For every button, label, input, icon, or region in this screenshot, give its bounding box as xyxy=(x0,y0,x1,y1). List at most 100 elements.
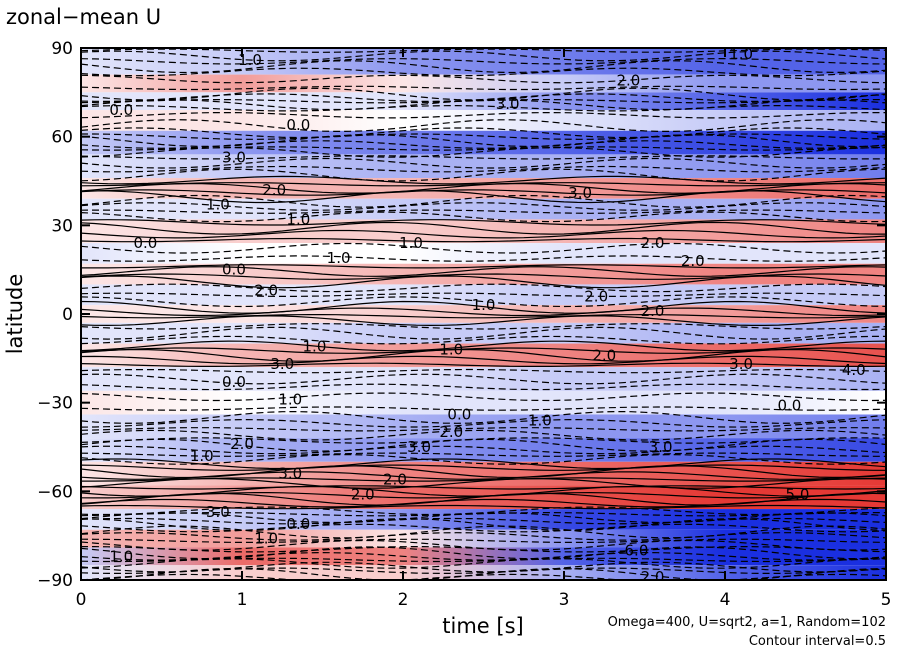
contour-line xyxy=(81,194,886,208)
contour-label: 0.0 xyxy=(222,373,246,391)
contour-line xyxy=(81,427,886,432)
contour-line xyxy=(81,471,886,480)
contour-line xyxy=(81,307,886,317)
contour-line xyxy=(81,50,886,62)
heatmap-band xyxy=(81,198,886,220)
contour-label: 3.0 xyxy=(222,148,246,166)
contour-label: 2.0 xyxy=(641,302,665,320)
y-tick-label: −90 xyxy=(37,571,73,591)
contour-line xyxy=(81,323,886,330)
contour-line xyxy=(81,168,886,182)
contour-line xyxy=(81,567,886,575)
contour-line xyxy=(81,485,886,490)
contour-line xyxy=(81,60,886,74)
y-tick-label: −60 xyxy=(37,482,73,502)
contour-line xyxy=(81,93,886,103)
contour-line xyxy=(81,209,886,214)
contour-label: 1.0 xyxy=(399,234,423,252)
contour-label: 0.0 xyxy=(286,515,310,533)
contour-label: 1.0 xyxy=(439,340,463,358)
x-tick-label: 4 xyxy=(720,590,731,610)
contour-line xyxy=(81,458,886,470)
contour-line xyxy=(81,57,886,65)
contour-line xyxy=(81,146,886,158)
contour-label: 2.0 xyxy=(383,471,407,489)
contour-line xyxy=(81,283,886,293)
contour-line xyxy=(81,518,886,532)
contour-label: 2.0 xyxy=(230,435,254,453)
x-tick-label: 3 xyxy=(559,590,570,610)
contour-label: 1.0 xyxy=(286,210,310,228)
contour-label: 0.0 xyxy=(447,405,471,423)
x-tick-label: 2 xyxy=(398,590,409,610)
contour-line xyxy=(81,157,886,169)
contour-label: 1.0 xyxy=(254,530,278,548)
contour-line xyxy=(81,418,886,428)
contour-label: 2.0 xyxy=(439,423,463,441)
contour-label: 0.0 xyxy=(777,397,801,415)
footnote-contour-interval: Contour interval=0.5 xyxy=(749,634,886,649)
contour-label: 3.0 xyxy=(649,438,673,456)
contour-line xyxy=(81,410,886,424)
y-tick-label: 90 xyxy=(51,39,73,59)
y-tick-label: 60 xyxy=(51,128,73,148)
x-tick-label: 0 xyxy=(76,590,87,610)
plot-area: 1.0 1.03.02.00.00.03.02.0 3.01.01.00.0 1.0 2… xyxy=(81,45,886,580)
contour-label: 0.0 xyxy=(222,261,246,279)
contour-line xyxy=(81,242,886,254)
y-tick-label: 30 xyxy=(51,216,73,236)
heatmap-band xyxy=(81,243,886,264)
contour-line xyxy=(81,229,886,239)
contour-label: 3.0 xyxy=(206,503,230,521)
contour-label: 6.0 xyxy=(625,541,649,559)
contour-label: 1.0 xyxy=(109,547,133,565)
contour-line xyxy=(81,237,886,243)
heatmap-band xyxy=(81,390,886,415)
contour-line xyxy=(81,264,886,269)
contour-label: 0.0 xyxy=(133,234,157,252)
contour-line xyxy=(81,48,886,53)
contour-label: 2.0 xyxy=(254,281,278,299)
contour-line xyxy=(81,551,886,561)
contour-label: 3.0 xyxy=(496,95,520,113)
contour-line xyxy=(81,315,886,327)
contour-line xyxy=(81,464,886,471)
contour-label: 1.0 xyxy=(729,45,753,63)
contour-label: 1.0 xyxy=(472,296,496,314)
contour-label: 3.0 xyxy=(729,355,753,373)
contour-line xyxy=(81,525,886,539)
contour-line xyxy=(81,313,886,319)
contour-label: 2.0 xyxy=(641,234,665,252)
contour-line xyxy=(81,373,886,385)
x-axis-label: time [s] xyxy=(442,614,523,638)
heatmap-band xyxy=(81,343,886,368)
footnote-parameters: Omega=400, U=sqrt2, a=1, Random=102 xyxy=(608,615,886,630)
contour-line xyxy=(81,85,886,91)
contour-line xyxy=(81,392,886,402)
contour-label: 1.0 xyxy=(238,51,262,69)
x-axis-ticks: 0 1 2 3 4 5 xyxy=(76,48,891,610)
contour-label: 2.0 xyxy=(681,252,705,270)
contour-line xyxy=(81,111,886,119)
contour-line xyxy=(81,368,886,374)
contour-label: 4.0 xyxy=(842,361,866,379)
contour-line xyxy=(81,512,886,524)
contour-line xyxy=(81,539,886,551)
contour-label: 2.0 xyxy=(616,72,640,90)
contour-line xyxy=(81,182,886,194)
heatmap-band xyxy=(81,367,886,391)
contour-line xyxy=(81,348,886,362)
contour-line xyxy=(81,127,886,139)
y-tick-label: 0 xyxy=(62,305,73,325)
heatmap-band xyxy=(81,110,886,131)
contour-line xyxy=(81,438,886,452)
contour-line xyxy=(81,538,886,543)
chart-title: zonal−mean U xyxy=(6,5,161,29)
contour-line xyxy=(81,573,886,580)
contour-label: 3.0 xyxy=(407,438,431,456)
contour-line xyxy=(81,133,886,140)
contour-line xyxy=(81,445,886,455)
contour-line xyxy=(81,478,886,489)
contour-line xyxy=(81,383,886,391)
